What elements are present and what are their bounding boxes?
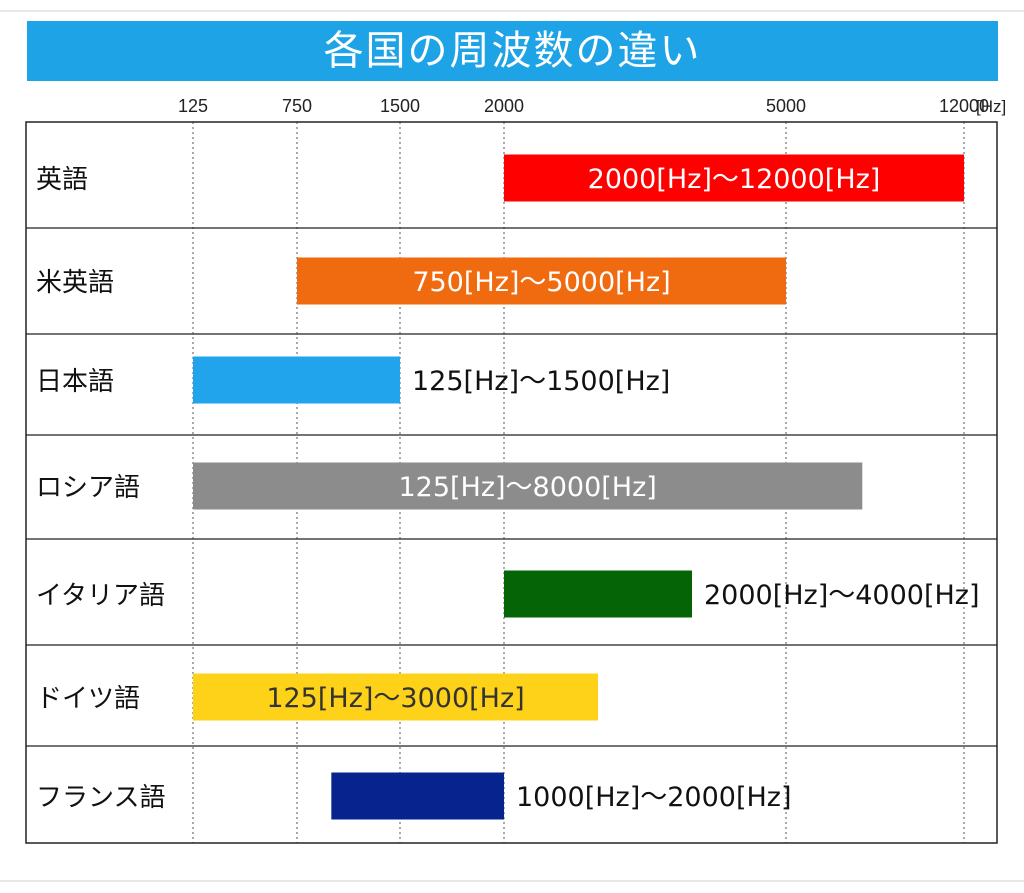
x-tick-label-1500: 1500 xyxy=(380,96,420,116)
data-label-2: 750[Hz]～5000[Hz] xyxy=(412,267,670,298)
top-divider xyxy=(0,10,1024,12)
category-label-1: 英語 xyxy=(36,165,88,195)
bar-7 xyxy=(331,772,504,820)
category-label-7: フランス語 xyxy=(36,783,165,813)
bar-5 xyxy=(504,570,692,618)
plot-border xyxy=(25,121,998,844)
category-label-5: イタリア語 xyxy=(36,581,165,611)
x-tick-label-5000: 5000 xyxy=(766,96,806,116)
axis-unit-label: [Hz] xyxy=(976,97,1006,116)
x-tick-label-2000: 2000 xyxy=(484,96,524,116)
x-tick-label-750: 750 xyxy=(282,96,312,116)
category-label-3: 日本語 xyxy=(36,367,114,397)
bottom-divider xyxy=(0,880,1024,882)
data-label-1: 2000[Hz]～12000[Hz] xyxy=(588,164,881,195)
category-label-6: ドイツ語 xyxy=(36,684,140,714)
x-tick-label-12000: 12000 xyxy=(939,96,989,116)
data-label-7: 1000[Hz]～2000[Hz] xyxy=(516,782,792,813)
x-axis-ticks: 125 750 1500 2000 5000 12000 xyxy=(178,96,989,116)
data-label-6: 125[Hz]～3000[Hz] xyxy=(266,683,524,714)
bar-1 xyxy=(504,154,964,202)
bar-6 xyxy=(193,673,598,721)
bar-2 xyxy=(297,257,786,305)
data-label-4: 125[Hz]～8000[Hz] xyxy=(398,472,656,503)
x-tick-label-125: 125 xyxy=(178,96,208,116)
category-label-2: 米英語 xyxy=(36,268,114,298)
bars xyxy=(193,154,964,820)
plot-frame xyxy=(25,121,998,844)
bar-3 xyxy=(193,356,400,404)
chart-title: 各国の周波数の違い xyxy=(27,21,998,81)
data-label-5: 2000[Hz]～4000[Hz] xyxy=(704,580,980,611)
data-labels: 2000[Hz]～12000[Hz] 750[Hz]～5000[Hz] 125[Hz… xyxy=(266,164,979,813)
category-label-4: ロシア語 xyxy=(36,473,140,503)
bar-4 xyxy=(193,462,863,510)
data-label-3: 125[Hz]～1500[Hz] xyxy=(412,366,670,397)
